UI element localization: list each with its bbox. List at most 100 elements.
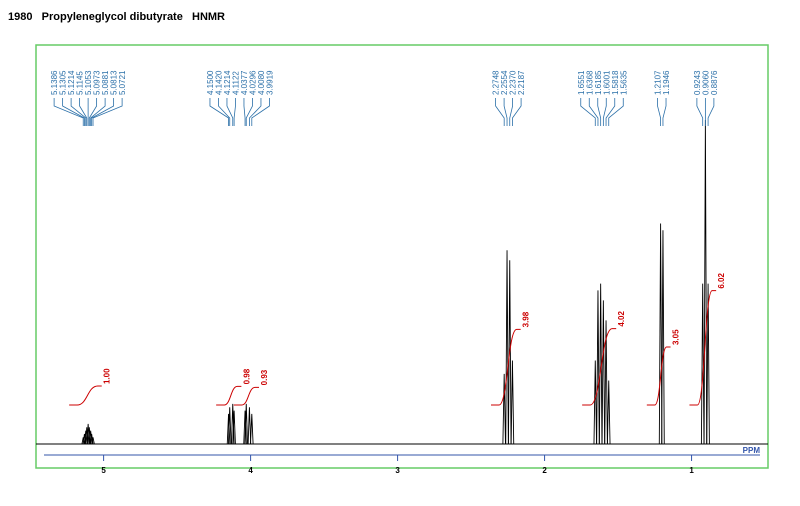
peak-label-connector [657,98,661,126]
peak-label: 1.2107 [654,70,663,95]
integral-curve [233,386,260,406]
peak-label: 4.0080 [257,70,266,95]
peak-label: 4.0296 [248,70,257,95]
peak [510,360,515,445]
peak-label: 4.1500 [206,70,215,95]
peak [703,120,708,445]
peak [505,250,509,445]
x-tick-label: 1 [689,466,694,475]
integral-label: 6.02 [717,272,726,288]
peak-label: 1.6185 [594,70,603,95]
peak-label: 2.2370 [509,70,518,95]
peak-label-connector [605,98,616,126]
peak-label-connector [251,98,270,126]
chart-title: 1980 Propyleneglycol dibutyrate HNMR [8,11,225,23]
peak [598,283,603,445]
integral-curve [491,328,521,406]
peak [91,437,95,445]
peak-label: 0.9060 [701,70,710,95]
peak [226,413,231,445]
peak-label-connector [218,98,231,126]
peak-label: 5.0973 [93,70,102,95]
integral-label: 3.98 [522,311,531,327]
peak-label-connector [588,98,599,126]
peak-label: 1.5635 [619,70,628,95]
peak-label-connector [90,98,106,126]
plot-frame [35,44,769,469]
peak [84,430,88,445]
peak-label: 1.6551 [577,70,586,95]
integral-curve [216,385,242,406]
peak [227,407,232,445]
peak-label: 5.0813 [110,70,119,95]
integral-label: 1.00 [103,368,112,384]
peak-label: 5.0881 [101,70,110,95]
peak-label-connector [597,98,602,126]
peak-label-connector [580,98,596,126]
peak-label-connector [88,98,98,126]
peak [661,230,665,445]
peak-label-connector [62,98,85,126]
peak-label: 2.2748 [492,70,501,95]
peak-label-connector [226,98,234,126]
integral-curve [689,290,717,406]
peak-label-connector [707,98,715,126]
peak-label: 4.0377 [240,70,249,95]
peak-label: 1.5818 [611,70,620,95]
peak-label-connector [696,98,704,126]
peak-label-connector [662,98,667,126]
x-tick-label: 4 [248,466,253,475]
peak-label-connector [495,98,505,126]
peak [593,360,598,445]
peak [502,373,506,445]
integral-curve [646,346,671,406]
peak [247,407,252,445]
peak-label: 5.1386 [50,70,59,95]
peak [606,380,611,445]
peak-label: 5.1053 [84,70,93,95]
integral-label: 3.05 [672,329,681,345]
peak-label: 4.1122 [231,71,240,95]
peak [250,413,254,445]
peak [601,300,606,445]
integral-label: 0.93 [260,369,269,385]
integral-label: 4.02 [617,310,626,326]
integral-curve [582,328,617,406]
peak-label-connector [79,98,88,126]
peak-label: 2.2187 [517,70,526,95]
x-tick-label: 5 [101,466,106,475]
peak-label-connector [233,98,236,126]
peak-label: 0.9243 [693,70,702,95]
peak-label: 2.2554 [500,70,509,95]
peak-label-connector [243,98,246,126]
peak-label: 3.9919 [265,70,274,95]
peak-label: 4.1214 [223,70,232,95]
peak-label: 1.6001 [602,70,611,95]
peak-label: 0.8876 [710,70,719,95]
peak-label: 5.1145 [76,71,85,95]
peak-label-connector [249,98,262,126]
peak-label-connector [509,98,513,126]
peak-label-connector [512,98,522,126]
peak-label: 1.6368 [585,70,594,95]
peak [81,437,85,445]
peak [243,410,247,445]
peak-label-connector [91,98,115,126]
peak-label: 1.1946 [662,70,671,95]
peak-label: 5.1214 [67,70,76,95]
peak-label: 4.1420 [214,70,223,95]
peak-label-connector [53,98,84,126]
x-tick-label: 3 [395,466,400,475]
peak [244,403,249,445]
peak-label: 5.1305 [59,70,68,95]
peak [85,427,89,445]
peak-label-connector [209,98,229,126]
peak [86,423,90,445]
peak [88,430,93,445]
x-tick-label: 2 [542,466,547,475]
peak-label-connector [92,98,123,126]
peak-label-connector [70,98,87,126]
peak-label: 5.0721 [118,70,127,95]
peak [706,283,710,445]
